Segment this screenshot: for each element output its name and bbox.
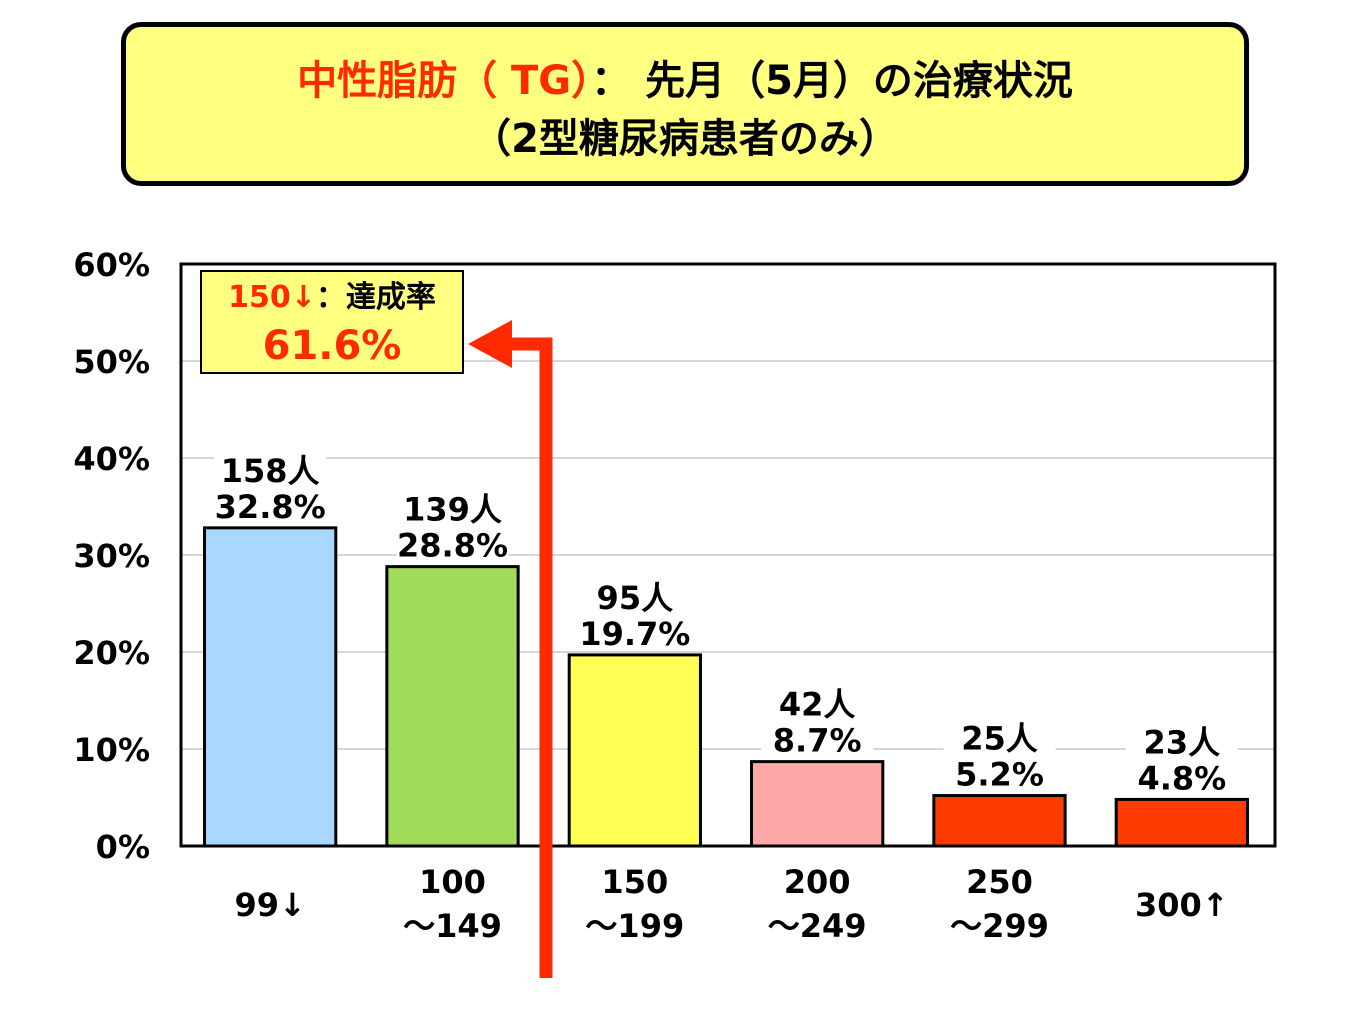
x-tick-label: 99↓ — [234, 886, 305, 924]
x-tick-label: 250 — [966, 863, 1033, 901]
data-label-background — [1125, 721, 1238, 796]
bar — [203, 526, 338, 848]
achievement-rate-box: 150↓：達成率 61.6% — [200, 270, 464, 374]
data-label-background — [578, 576, 691, 651]
threshold-label: 150↓ — [228, 280, 316, 315]
bar — [1114, 797, 1249, 848]
gridlines — [181, 360, 1275, 750]
data-label-percent: 4.8% — [1137, 759, 1226, 797]
data-label-count: 42人 — [779, 686, 856, 724]
data-label-percent: 28.8% — [397, 527, 508, 565]
data-label-percent: 8.7% — [773, 722, 862, 760]
bars — [203, 526, 1249, 848]
data-label-background — [943, 717, 1056, 792]
data-label-background — [761, 683, 874, 758]
x-tick-label: ～199 — [585, 907, 684, 945]
data-label-background — [214, 449, 327, 524]
y-tick-label: 30% — [73, 537, 150, 575]
data-label-count: 95人 — [597, 579, 674, 617]
achievement-text: ：達成率 — [315, 280, 436, 315]
y-tick-label: 60% — [73, 246, 150, 284]
y-tick-label: 50% — [73, 343, 150, 381]
data-label-background — [396, 488, 509, 563]
x-tick-label: 150 — [601, 863, 668, 901]
annotation-arrow — [468, 320, 553, 978]
achievement-rate-value: 61.6% — [262, 323, 402, 369]
plot-area — [179, 262, 1277, 848]
y-axis-ticks: 0% 10% 20% 30% 40% 50% 60% — [73, 246, 150, 866]
x-tick-label: 200 — [784, 863, 851, 901]
achievement-rate-label: 150↓：達成率 — [202, 278, 462, 318]
data-label-percent: 5.2% — [955, 756, 1044, 794]
y-tick-label: 20% — [73, 634, 150, 672]
bar — [932, 794, 1067, 848]
title-rest: ： 先月（5月）の治療状況 — [591, 58, 1073, 104]
x-axis-ticks: 99↓ 100 ～149 150 ～199 200 ～249 250 ～299 300↑ — [234, 863, 1228, 945]
x-tick-label: 100 — [419, 863, 486, 901]
x-tick-label: ～249 — [768, 907, 867, 945]
data-label-count: 139人 — [403, 491, 502, 529]
arrow-head — [468, 320, 512, 368]
bar — [385, 565, 520, 848]
x-tick-label: ～299 — [950, 907, 1049, 945]
y-tick-label: 10% — [73, 731, 150, 769]
x-tick-label: 300↑ — [1135, 886, 1229, 924]
bar — [567, 653, 702, 848]
arrow-line — [505, 337, 553, 978]
x-tick-label: ～149 — [403, 907, 502, 945]
y-tick-label: 0% — [96, 828, 150, 866]
data-label-count: 25人 — [961, 720, 1038, 758]
y-tick-label: 40% — [73, 440, 150, 478]
title-line-1: 中性脂肪（ TG）： 先月（5月）の治療状況 — [126, 57, 1244, 105]
data-label-count: 158人 — [221, 452, 320, 490]
data-label-count: 23人 — [1144, 723, 1221, 761]
title-line-2: （2型糖尿病患者のみ） — [471, 116, 899, 162]
title-box: 中性脂肪（ TG）： 先月（5月）の治療状況 （2型糖尿病患者のみ） — [121, 22, 1249, 186]
data-label-percent: 19.7% — [579, 615, 690, 653]
bar — [750, 760, 885, 848]
data-label-percent: 32.8% — [215, 488, 326, 526]
title-highlight: 中性脂肪（ TG） — [297, 58, 592, 104]
